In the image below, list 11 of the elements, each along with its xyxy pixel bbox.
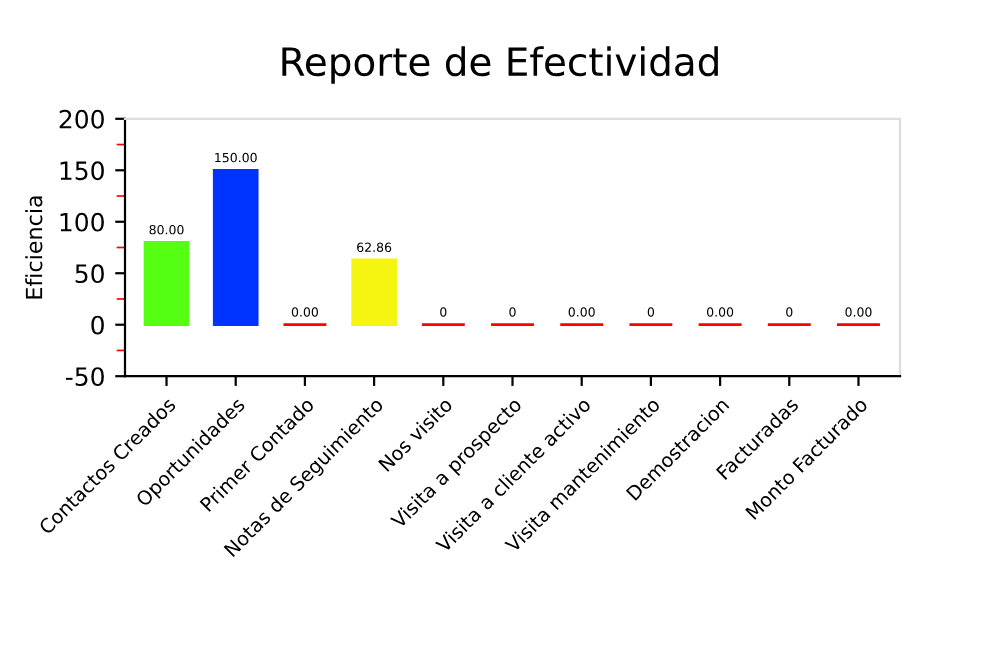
y-tick-label: -50 — [65, 367, 104, 387]
y-tick-label: 200 — [59, 109, 104, 129]
bar — [351, 258, 397, 327]
chart-title: Reporte de Efectividad — [282, 46, 718, 84]
y-tick-label: 50 — [75, 264, 104, 284]
bar — [143, 240, 190, 327]
y-tick-label: 150 — [60, 161, 104, 181]
y-tick-label: 100 — [60, 212, 104, 232]
y-tick-label: 0 — [91, 315, 104, 335]
bar — [212, 168, 259, 327]
y-axis-title: Eficiencia — [25, 196, 43, 299]
